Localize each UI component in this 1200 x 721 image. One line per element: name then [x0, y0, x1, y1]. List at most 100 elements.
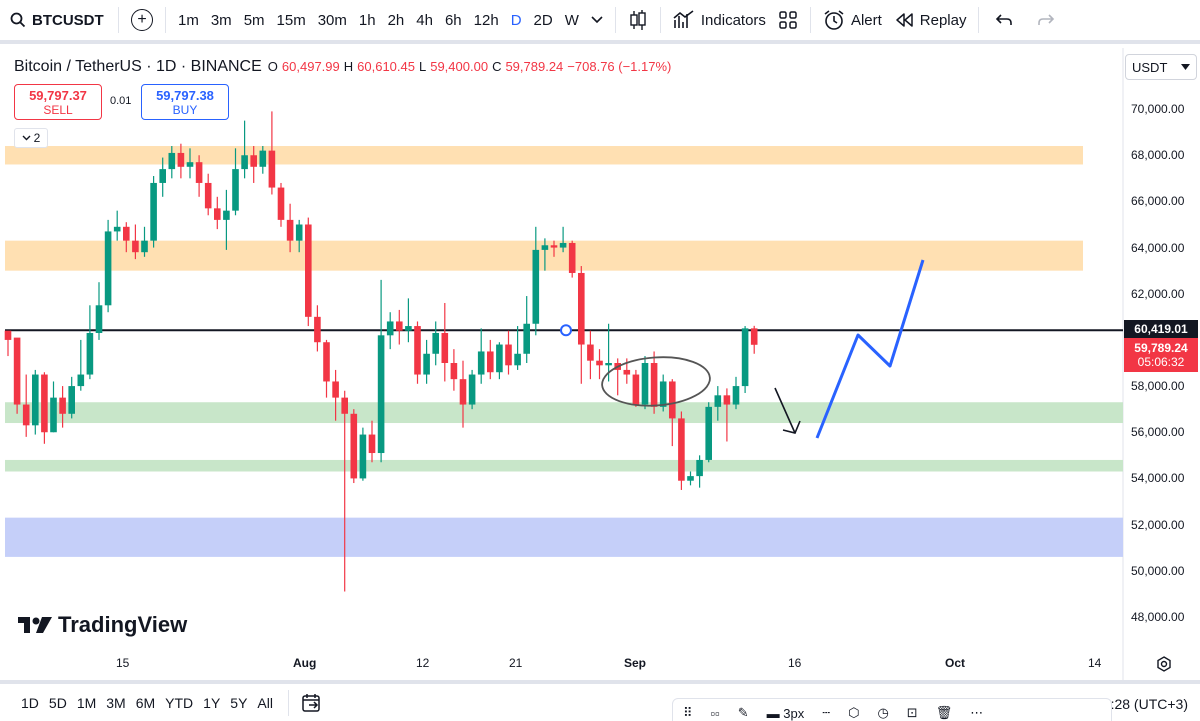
candle-body — [141, 240, 148, 253]
candles-icon — [630, 10, 646, 30]
redo-icon — [1038, 14, 1055, 25]
bar-countdown: 05:06:32 — [1137, 355, 1185, 369]
axis-settings-button[interactable] — [1156, 656, 1172, 677]
legend-collapse-button[interactable]: 2 — [14, 128, 48, 148]
candle-body — [113, 226, 121, 232]
toolbar-divider — [614, 7, 616, 33]
calendar-arrow-icon — [302, 693, 320, 712]
range-1y[interactable]: 1Y — [203, 694, 221, 711]
pencil-icon[interactable]: ✎ — [737, 705, 749, 720]
candle-body — [632, 374, 640, 405]
down-arrow-drawing — [774, 387, 801, 434]
price-tick-label: 54,000.00 — [1131, 471, 1185, 486]
candle-body — [232, 169, 239, 211]
chevron-down-icon — [591, 16, 603, 24]
go-to-date-button[interactable] — [295, 687, 329, 719]
settings-icon[interactable]: ⬡ — [848, 705, 860, 720]
alarm-icon[interactable]: ◷ — [877, 705, 889, 720]
top-toolbar: BTCUSDT + 1m 3m 5m 15m 30m 1h 2h 4h 6h 12h D 2D W In… — [0, 0, 1200, 44]
candle-body — [368, 434, 376, 454]
timeframe-12h[interactable]: 12h — [473, 11, 499, 29]
lock-icon[interactable]: ⊡ — [906, 705, 918, 720]
spread-value: 0.01 — [110, 95, 132, 107]
timeframe-d[interactable]: D — [510, 11, 522, 29]
timeframe-group: 1m 3m 5m 15m 30m 1h 2h 4h 6h 12h D 2D W — [172, 4, 585, 36]
range-1d[interactable]: 1D — [21, 694, 39, 711]
deep-zone — [5, 517, 1123, 557]
price-tick-label: 62,000.00 — [1131, 286, 1185, 301]
date-range-group: 1D 5D 1M 3M 6M YTD 1Y 5Y All — [0, 695, 278, 711]
drag-handle-icon[interactable]: ⠿ — [683, 705, 693, 720]
timeframe-3m[interactable]: 3m — [210, 11, 232, 29]
symbol-label: BTCUSDT — [32, 11, 104, 29]
close-key: C — [492, 59, 502, 74]
candle-body — [13, 337, 21, 405]
more-icon[interactable]: ⋯ — [970, 705, 984, 720]
gear-icon — [1157, 656, 1171, 672]
candle-body — [678, 418, 685, 481]
chevron-down-icon — [22, 135, 31, 141]
candle-body — [477, 351, 485, 375]
price-tick-label: 56,000.00 — [1131, 425, 1185, 440]
timeframe-5m[interactable]: 5m — [243, 11, 265, 29]
buy-button[interactable]: 59,797.38 BUY — [141, 84, 229, 120]
timeframe-4h[interactable]: 4h — [416, 11, 433, 29]
chart-pane[interactable] — [0, 48, 1200, 680]
candle-body — [50, 397, 57, 433]
timeframe-1h[interactable]: 1h — [358, 11, 376, 29]
timeframe-30m[interactable]: 30m — [317, 11, 347, 29]
compare-symbol-button[interactable]: + — [125, 4, 159, 36]
chart-type-button[interactable] — [622, 4, 654, 36]
time-tick-label: Sep — [624, 656, 647, 670]
timeframe-2d[interactable]: 2D — [533, 11, 553, 29]
candle-body — [432, 332, 439, 354]
candle-body — [405, 326, 412, 331]
time-tick-label: 12 — [416, 656, 430, 670]
line-style-icon[interactable]: ┄ — [822, 705, 831, 720]
price-tick-label: 50,000.00 — [1131, 563, 1185, 578]
trash-icon[interactable]: 🗑 — [935, 705, 953, 720]
price-chart[interactable] — [0, 48, 1200, 680]
candle-body — [186, 162, 194, 167]
timeframe-dropdown-button[interactable] — [585, 4, 609, 36]
range-5d[interactable]: 5D — [48, 694, 67, 711]
timeframe-2h[interactable]: 2h — [387, 11, 405, 29]
line-width-button[interactable]: ▬ 3px — [766, 705, 805, 721]
candle-body — [605, 363, 612, 366]
redo-button[interactable] — [1031, 4, 1061, 36]
candle-body — [550, 245, 558, 248]
layouts-button[interactable] — [772, 4, 804, 36]
indicators-button[interactable]: Indicators — [667, 4, 772, 36]
range-ytd[interactable]: YTD — [165, 694, 194, 711]
undo-button[interactable] — [989, 4, 1019, 36]
horizontal-line-price-tag: 60,419.01 — [1124, 320, 1198, 338]
chart-legend: Bitcoin / TetherUS · 1D · BINANCE O 60,49… — [14, 58, 671, 76]
alert-button[interactable]: Alert — [817, 4, 888, 36]
range-3m[interactable]: 3M — [106, 694, 126, 711]
currency-select[interactable]: USDT — [1125, 54, 1197, 80]
sell-button[interactable]: 59,797.37 SELL — [14, 84, 102, 120]
timeframe-6h[interactable]: 6h — [444, 11, 462, 29]
candle-body — [705, 406, 712, 460]
undo-icon — [996, 14, 1013, 25]
symbol-search-button[interactable]: BTCUSDT — [0, 12, 112, 29]
candle-body — [4, 330, 12, 340]
grid-icon[interactable]: ▫▫ — [710, 705, 720, 721]
candle-body — [59, 397, 66, 414]
high-value: 60,610.45 — [357, 59, 415, 74]
open-value: 60,497.99 — [281, 59, 340, 74]
replay-button[interactable]: Replay — [888, 4, 973, 36]
candle-body — [305, 224, 312, 317]
timeframe-1m[interactable]: 1m — [178, 11, 199, 29]
ohlc-values: O 60,497.99 H 60,610.45 L 59,400.00 C 59,789… — [268, 59, 672, 74]
range-all[interactable]: All — [257, 694, 273, 711]
timeframe-15m[interactable]: 15m — [276, 11, 306, 29]
range-1m[interactable]: 1M — [76, 694, 97, 711]
range-5y[interactable]: 5Y — [230, 694, 248, 711]
price-tick-label: 70,000.00 — [1131, 102, 1185, 117]
candle-body — [414, 326, 421, 375]
timeframe-w[interactable]: W — [564, 11, 579, 29]
time-tick-label: Aug — [293, 656, 317, 670]
range-6m[interactable]: 6M — [135, 694, 156, 711]
time-tick-label: Oct — [945, 656, 966, 670]
